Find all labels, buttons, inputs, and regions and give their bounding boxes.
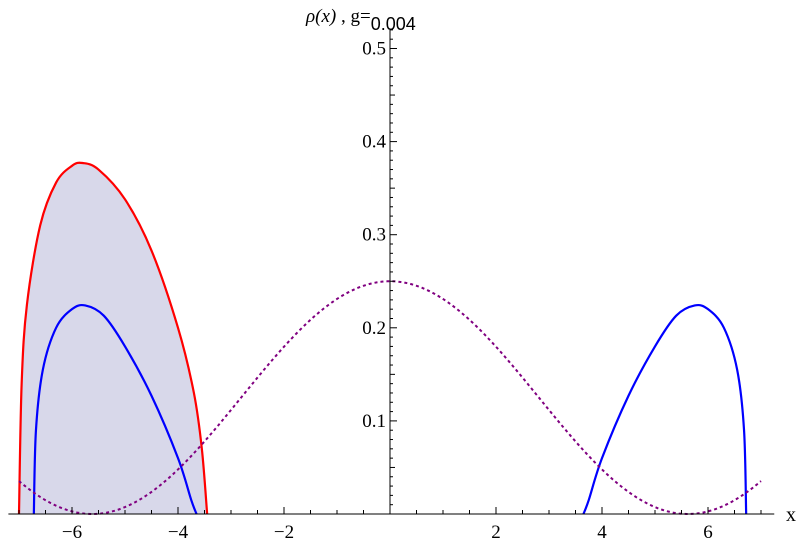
y-tick-label: 0.2 bbox=[362, 318, 386, 339]
x-tick-label: −2 bbox=[274, 522, 294, 543]
x-tick-label: 2 bbox=[491, 522, 501, 543]
x-tick-label: −6 bbox=[62, 522, 82, 543]
title-rho: ρ(x) bbox=[305, 6, 336, 27]
series-fill-0 bbox=[19, 162, 208, 515]
y-tick-label: 0.5 bbox=[362, 39, 386, 60]
x-axis-label: x bbox=[786, 504, 796, 526]
series-line-0 bbox=[17, 161, 209, 515]
x-tick-label: −4 bbox=[168, 522, 189, 543]
series-layer bbox=[17, 161, 762, 515]
chart-title: ρ(x) , g=0.004 bbox=[305, 6, 416, 34]
tick-layer: −6 −4 −2 2 4 6 0.1 0.2 0.3 0.4 0.5 bbox=[18, 29, 762, 543]
y-tick-label: 0.1 bbox=[362, 411, 386, 432]
x-tick-label: 4 bbox=[597, 522, 607, 543]
axes-layer: −6 −4 −2 2 4 6 0.1 0.2 0.3 0.4 0.5 bbox=[8, 29, 775, 543]
series-line-2 bbox=[582, 303, 748, 515]
y-tick-label: 0.3 bbox=[362, 225, 386, 246]
title-g-value: 0.004 bbox=[371, 14, 416, 34]
y-tick-label: 0.4 bbox=[362, 132, 386, 153]
series-line-1 bbox=[32, 303, 198, 515]
x-tick-label: 6 bbox=[703, 522, 713, 543]
title-sep: , g= bbox=[336, 6, 370, 27]
